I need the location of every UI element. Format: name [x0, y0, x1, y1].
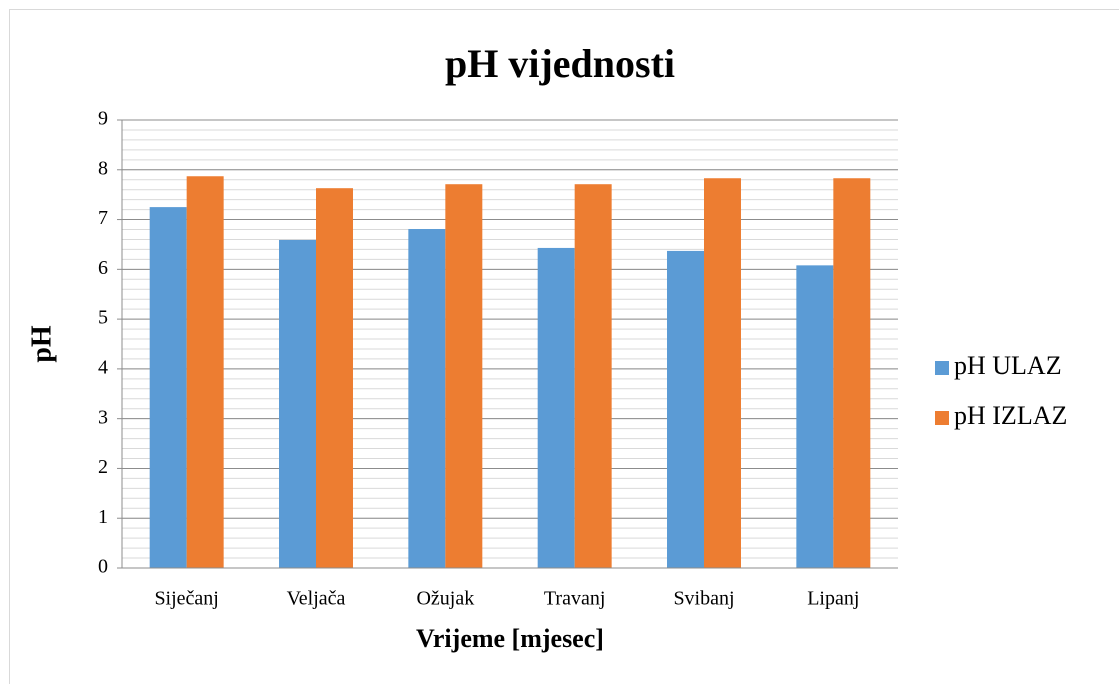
x-tick-label: Travanj [544, 588, 605, 610]
chart-title: pH vijednosti [445, 41, 675, 86]
bar [704, 178, 741, 568]
legend-label: pH IZLAZ [954, 401, 1067, 430]
legend-swatch [935, 361, 949, 375]
bar [833, 178, 870, 568]
legend-swatch [935, 411, 949, 425]
y-tick-label: 0 [98, 556, 108, 578]
y-tick-label: 5 [98, 307, 108, 329]
y-tick-label: 9 [98, 108, 108, 130]
bar [150, 207, 187, 568]
bar [445, 184, 482, 568]
legend-label: pH ULAZ [954, 351, 1062, 380]
bar [538, 248, 575, 568]
bar [316, 188, 353, 568]
bar [187, 176, 224, 568]
x-tick-label: Lipanj [807, 588, 859, 610]
y-tick-label: 2 [98, 456, 108, 478]
x-tick-label: Siječanj [154, 588, 218, 610]
y-tick-label: 1 [98, 506, 108, 528]
bar [279, 240, 316, 568]
x-axis-label: Vrijeme [mjesec] [416, 624, 604, 653]
x-tick-label: Svibanj [673, 588, 734, 610]
bar [408, 229, 445, 568]
y-tick-label: 4 [98, 356, 108, 378]
x-tick-label: Veljača [287, 588, 346, 610]
x-tick-label: Ožujak [416, 588, 474, 610]
bar [796, 265, 833, 568]
y-tick-label: 6 [98, 257, 108, 279]
bar [575, 184, 612, 568]
y-tick-label: 7 [98, 207, 108, 229]
y-tick-label: 3 [98, 406, 108, 428]
y-axis-label: pH [26, 325, 57, 363]
bar [667, 251, 704, 568]
y-tick-label: 8 [98, 157, 108, 179]
